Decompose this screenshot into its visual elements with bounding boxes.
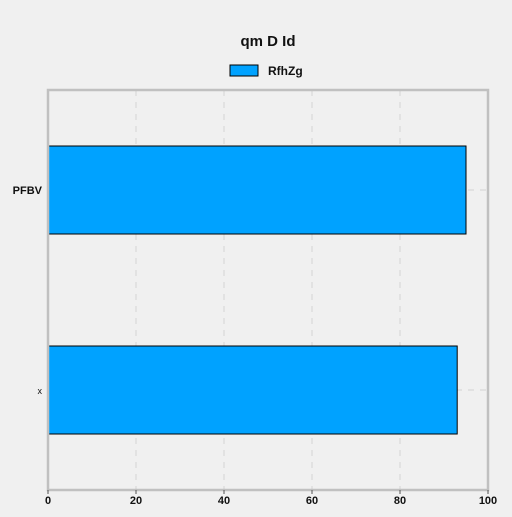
x-tick-label: 40 bbox=[218, 495, 230, 507]
x-tick-label: 60 bbox=[306, 495, 318, 507]
y-tick-label: x bbox=[38, 386, 43, 396]
plot-frame bbox=[46, 88, 490, 492]
y-tick-label: PFBV bbox=[13, 185, 43, 197]
x-tick-label: 100 bbox=[479, 495, 497, 507]
bar-x bbox=[47, 345, 458, 435]
bar-PFBV bbox=[47, 145, 467, 235]
x-tick-label: 80 bbox=[394, 495, 406, 507]
legend: RfhZg bbox=[229, 64, 303, 78]
x-tick-label: 20 bbox=[130, 495, 142, 507]
x-tick-label: 0 bbox=[45, 495, 51, 507]
plot-area: PFBV x 0 20 40 60 80 100 bbox=[13, 88, 497, 507]
legend-swatch bbox=[229, 64, 259, 77]
legend-label: RfhZg bbox=[268, 64, 303, 78]
chart-title: qm D Id bbox=[241, 33, 296, 50]
